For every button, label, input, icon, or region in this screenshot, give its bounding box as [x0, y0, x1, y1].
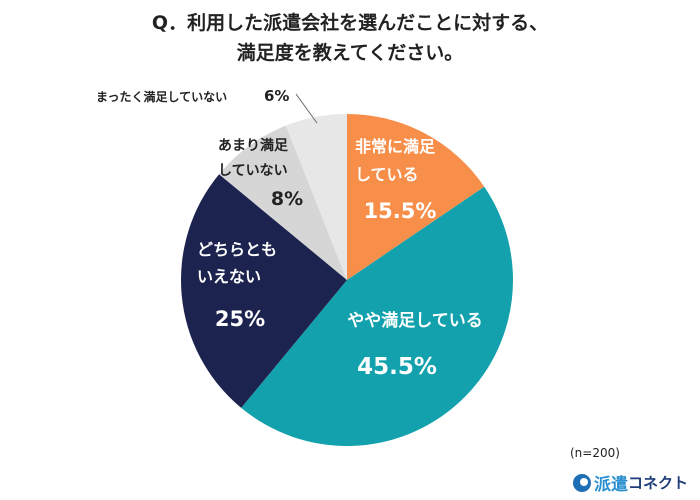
slice-label-2-line1: どちらとも: [197, 240, 277, 259]
logo-text-2: コネクト: [628, 474, 689, 492]
slice-label-0-line2: している: [355, 165, 419, 184]
pie-slice-1: [241, 186, 513, 446]
logo-mark-icon: [573, 473, 591, 492]
chart-title-line2: 満足度を教えてください。: [236, 42, 464, 64]
pie-slice-0: [347, 114, 485, 280]
slice-label-0-line1: 非常に満足: [355, 137, 436, 156]
chart-title-line1: Q．利用した派遣会社を選んだことに対する、: [151, 12, 549, 34]
slice-value-1: 45.5%: [357, 354, 437, 380]
slice-label-3-line1: あまり満足: [218, 137, 289, 154]
slice-label-1-line1: やや満足している: [347, 310, 483, 331]
pie-slice-3: [219, 125, 347, 280]
pie-slice-4: [285, 114, 347, 280]
slice-value-2: 25%: [215, 307, 265, 331]
slice-value-0: 15.5%: [364, 199, 437, 223]
logo-text-1: 派遣: [594, 475, 628, 495]
slice-label-4-line1: まったく満足していない: [96, 89, 227, 104]
leader-line: [295, 93, 318, 124]
slice-label-3-line2: していない: [218, 163, 288, 179]
pie-slice-2: [181, 174, 347, 408]
slice-value-4: 6%: [264, 87, 289, 105]
brand-logo: 派遣 コネクト: [573, 470, 688, 495]
slice-value-3: 8%: [271, 188, 303, 210]
slice-label-2-line2: いえない: [197, 267, 261, 286]
sample-size-note: (n=200): [570, 446, 620, 460]
